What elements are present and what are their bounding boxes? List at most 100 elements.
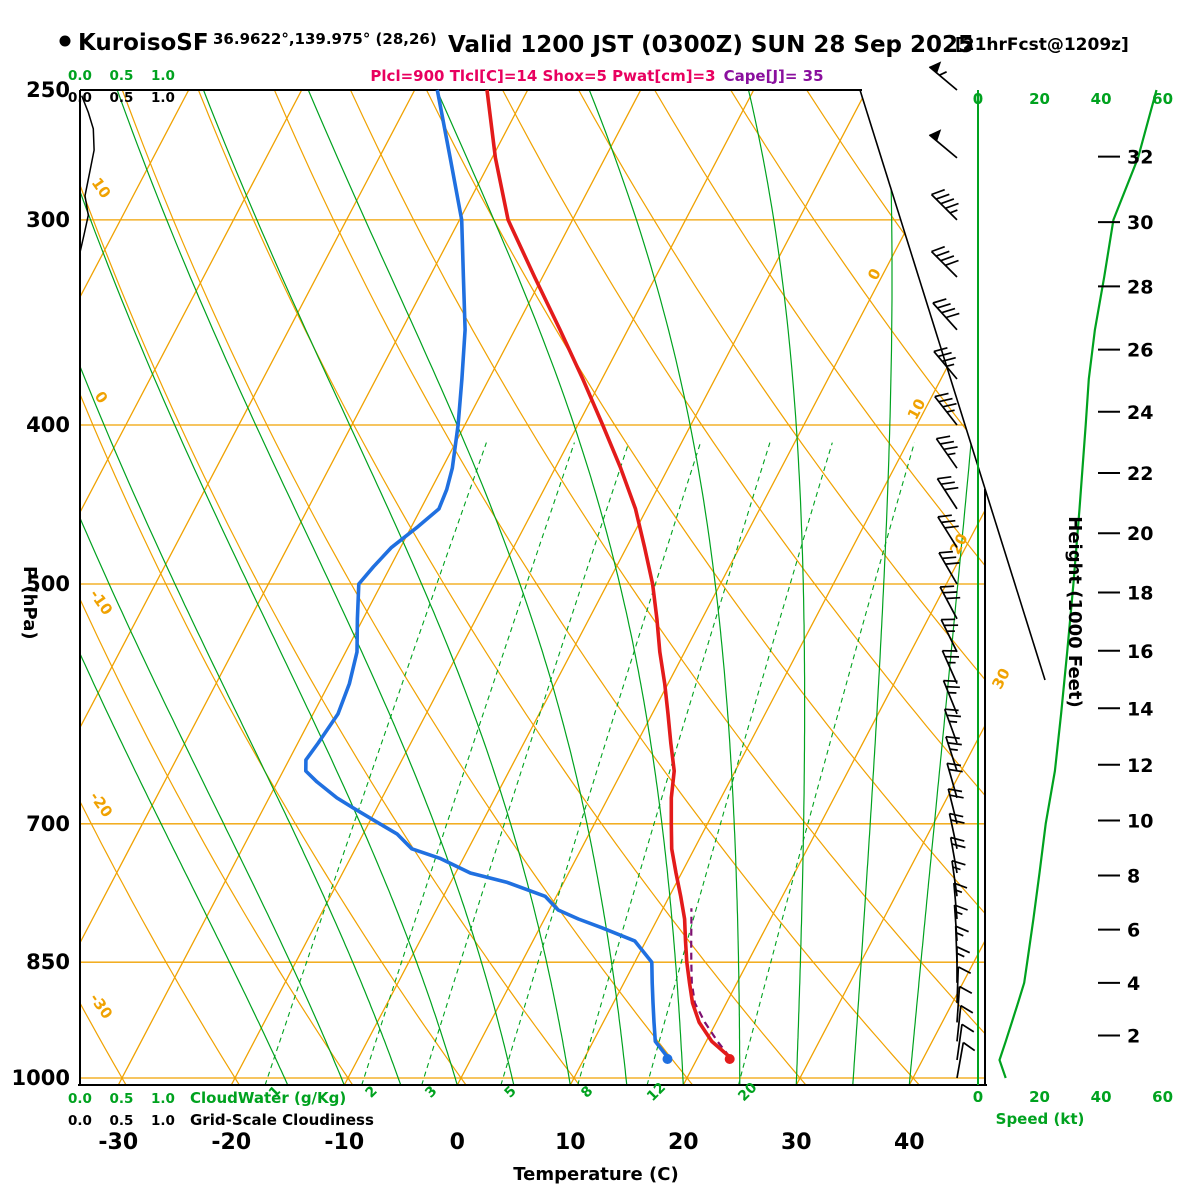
wind-barb-pole	[956, 986, 961, 1023]
wind-barb-pole	[956, 1005, 962, 1042]
temp-tick-label: 10	[555, 1130, 586, 1155]
wind-barb-pole	[953, 883, 958, 920]
station-bullet-icon	[59, 35, 71, 47]
wind-barb	[947, 788, 964, 825]
isotherm-line	[80, 90, 303, 1085]
wind-barb-feather	[950, 819, 965, 824]
wind-barb-half-feather	[939, 71, 947, 76]
wind-barb-flag	[929, 129, 942, 142]
moist-adiabat-line	[80, 90, 402, 1085]
height-tick-label: 30	[1127, 212, 1153, 234]
wind-barb-feather	[935, 193, 950, 200]
speed-tick-label: 20	[1029, 1088, 1050, 1106]
dry-adiabat-line	[0, 90, 13, 1085]
mixing-ratio-line	[361, 442, 575, 1085]
speed-tick-label: 40	[1091, 90, 1112, 108]
header-group: KuroisoSF 36.9622°,139.975° (28,26) Vali…	[59, 30, 1129, 85]
cloudiness-scale-label: 0.0	[68, 1113, 92, 1129]
height-tick-label: 2	[1127, 1026, 1140, 1048]
wind-barb-feather	[944, 486, 959, 491]
isotherm-label: 0	[864, 266, 885, 284]
wind-barb	[956, 1041, 976, 1079]
wind-barb-feather	[943, 591, 958, 594]
wind-barb-half-feather	[947, 452, 956, 456]
wind-barb-feather	[950, 836, 965, 842]
temp-tick-label: 40	[894, 1130, 925, 1155]
isotherm-line	[80, 90, 416, 1085]
wind-barb-feather	[944, 708, 959, 712]
wind-barb-feather	[933, 346, 948, 353]
wind-barb-pole	[935, 438, 958, 469]
wind-barb	[956, 985, 973, 1023]
params-main: Plcl=900 Tlcl[C]=14 Shox=5 Pwat[cm]=3	[370, 67, 715, 85]
wind-barb	[956, 966, 972, 1003]
height-tick-label: 32	[1127, 147, 1153, 169]
wind-barb-feather	[940, 585, 955, 588]
wind-barb	[932, 298, 960, 331]
wind-barb-half-feather	[949, 748, 958, 751]
wind-barb-pole	[932, 302, 958, 331]
wind-barb-feather	[941, 307, 956, 314]
isotherm-label: 10	[904, 396, 930, 423]
wind-barb-pole	[956, 966, 960, 1003]
temperature-profile-line	[485, 89, 731, 1059]
wind-barb-feather	[943, 446, 958, 451]
wind-barb	[933, 346, 958, 380]
wind-barb	[935, 435, 958, 469]
mixing-ratio-line	[737, 442, 915, 1085]
dry-adiabat-line	[121, 90, 694, 1085]
grid-clipped	[0, 90, 985, 1085]
wind-barb-pole	[941, 650, 958, 684]
params-line: Plcl=900 Tlcl[C]=14 Shox=5 Pwat[cm]=3 Cap…	[370, 67, 823, 85]
isotherm-line	[569, 90, 985, 1085]
pressure-tick-label: 700	[26, 812, 70, 836]
temp-tick-label: 0	[450, 1130, 465, 1155]
wind-barb	[928, 61, 958, 91]
dry-adiabat-label: -20	[86, 788, 116, 821]
wind-barb	[949, 836, 966, 874]
dry-adiabat-line	[502, 90, 985, 1085]
mixing-ratio-line	[500, 442, 702, 1085]
mixing-ratio-line	[577, 442, 771, 1085]
cloudwater-scale-label: 1.0	[151, 68, 175, 84]
speed-axis-label: Speed (kt)	[996, 1110, 1085, 1128]
moist-adiabat-line	[747, 90, 806, 1085]
wind-barb-pole	[947, 788, 958, 825]
wind-barb-feather	[955, 925, 969, 933]
moist-adiabat-line	[80, 90, 345, 1085]
wind-barb	[953, 882, 968, 920]
height-tick-label: 24	[1127, 402, 1153, 424]
isotherm-boundary-line	[859, 89, 1046, 681]
wind-barb-pole	[942, 680, 958, 715]
temp-tick-label: -20	[211, 1130, 251, 1155]
cloudwater-label: CloudWater (g/Kg)	[190, 1089, 346, 1107]
wind-speed-profile-line	[998, 89, 1158, 1079]
wind-barb	[956, 946, 971, 983]
wind-barb-pole	[930, 193, 958, 221]
right-panel-layer: 0020204040606024681012141618202224262830…	[973, 89, 1173, 1106]
wind-barb-feather	[937, 351, 952, 358]
wind-barb-feather	[953, 882, 968, 889]
dry-adiabat-line	[80, 90, 354, 1085]
wind-barb-feather	[940, 481, 955, 486]
wind-barb-feather	[959, 985, 973, 995]
wind-barb-feather	[954, 904, 968, 911]
temp-axis-label: Temperature (C)	[513, 1164, 678, 1185]
wind-barb	[956, 1023, 975, 1061]
cloudwater-scale-label: 0.0	[68, 68, 92, 84]
wind-barb	[930, 188, 959, 221]
height-tick-label: 14	[1127, 698, 1153, 720]
wind-barb-pole	[938, 552, 958, 585]
speed-tick-label: 0	[973, 1088, 983, 1106]
station-name: KuroisoSF	[78, 30, 209, 56]
wind-barb-feather	[946, 762, 962, 767]
height-axis-label: Height (1000 Feet)	[1064, 516, 1085, 707]
dry-adiabat-line	[80, 90, 240, 1085]
grid-layer	[0, 90, 985, 1085]
dry-adiabat-label: -30	[86, 990, 116, 1023]
dry-adiabat-line	[197, 90, 807, 1085]
wind-barb-pole	[939, 586, 958, 620]
pressure-tick-label: 250	[26, 78, 70, 102]
wind-barb-pole	[937, 516, 958, 548]
